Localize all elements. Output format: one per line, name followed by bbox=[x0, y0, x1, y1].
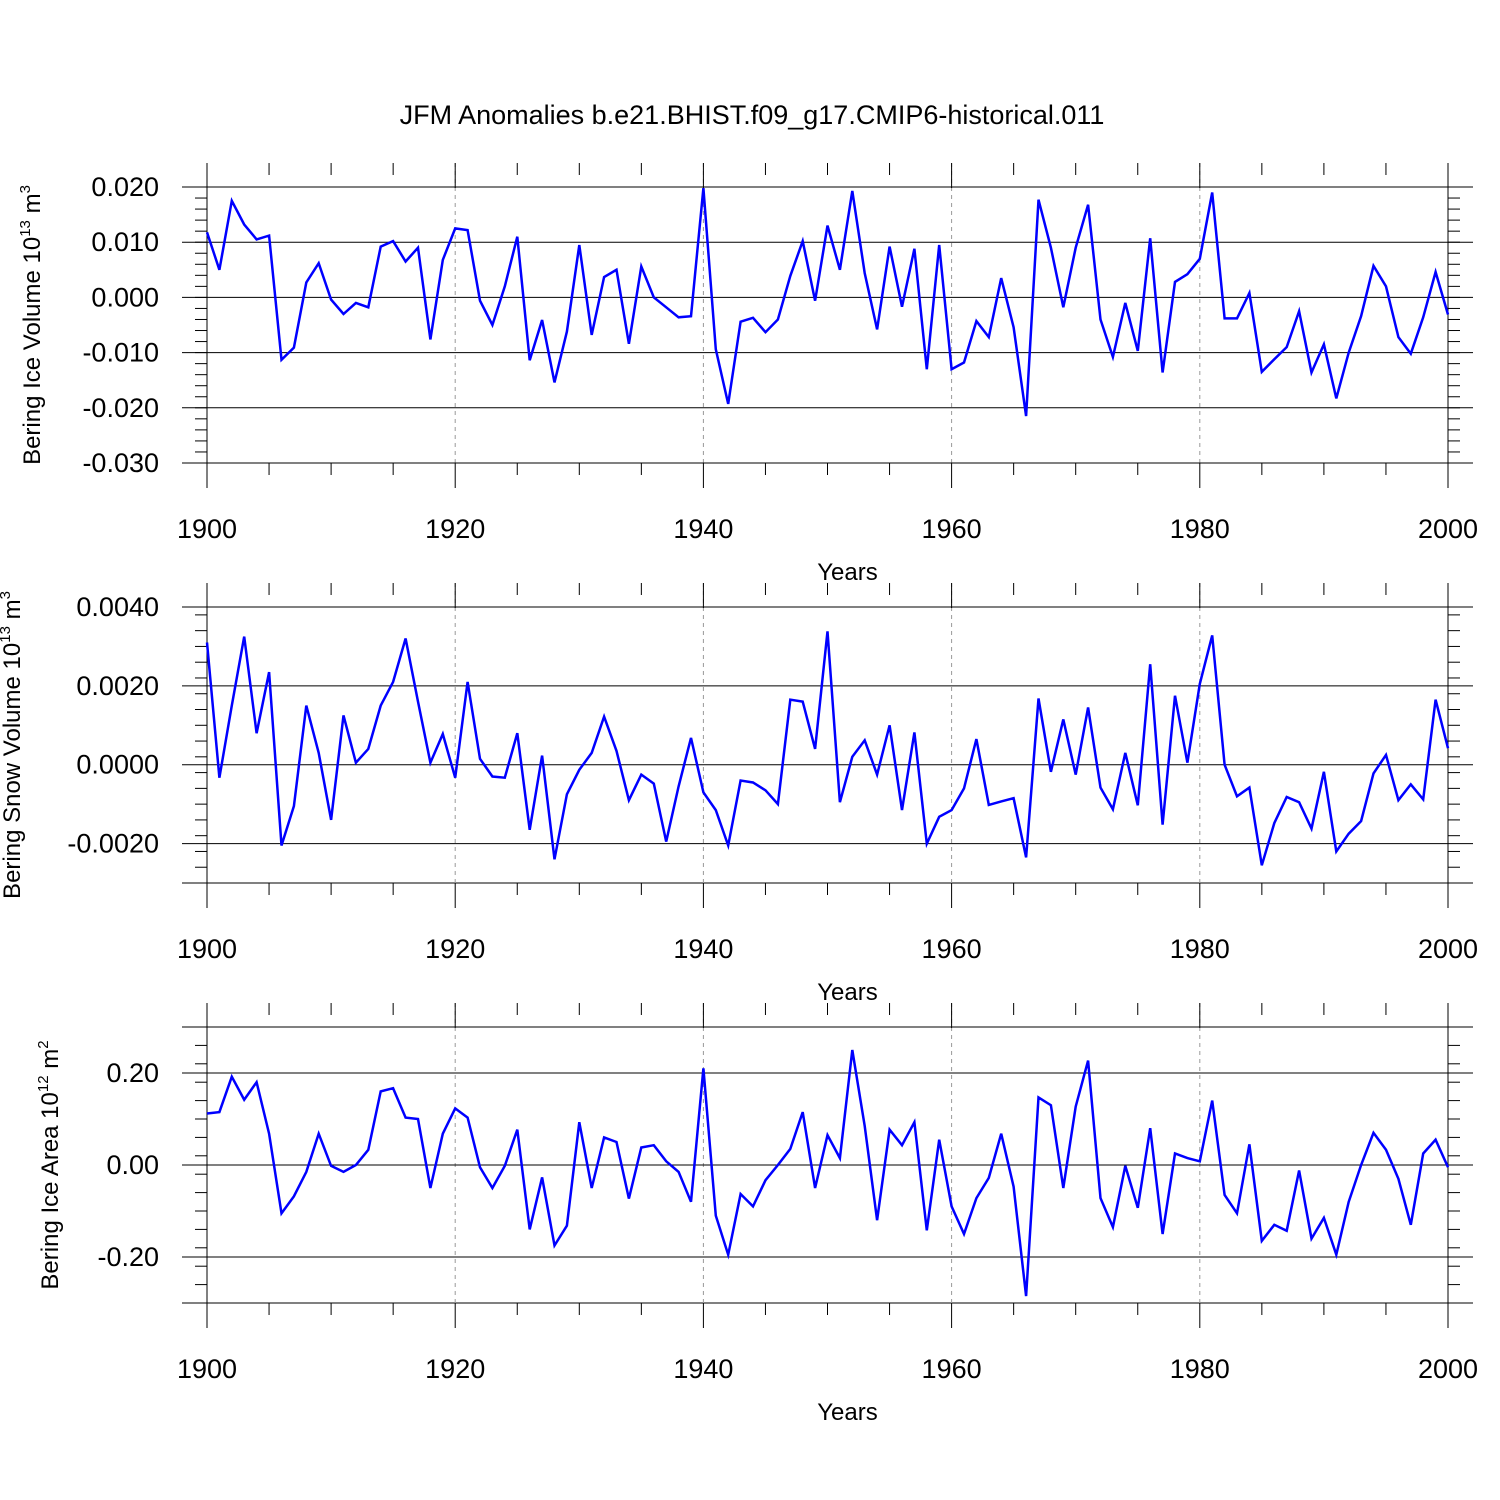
y-tick-label: 0.010 bbox=[91, 227, 159, 257]
x-tick-label: 1920 bbox=[425, 1354, 485, 1384]
panel-3: 1900 1920 1940 1960 1980 2000 0.20 0.00 -0.20 Yea… bbox=[35, 1003, 1478, 1426]
y-tick-label: 0.00 bbox=[106, 1150, 159, 1180]
x-tick-label: 1920 bbox=[425, 934, 485, 964]
x-axis-label: Years bbox=[817, 559, 878, 586]
y-tick-label: 0.20 bbox=[106, 1058, 159, 1088]
x-tick-label: 1940 bbox=[673, 1354, 733, 1384]
y-tick-label: -0.20 bbox=[97, 1242, 159, 1272]
x-tick-label: 1940 bbox=[673, 514, 733, 544]
x-axis-label: Years bbox=[817, 1399, 878, 1426]
y-axis-label: Bering Snow Volume 1013 m3 bbox=[0, 591, 26, 899]
x-tick-label: 1900 bbox=[177, 934, 237, 964]
x-tick-label: 1960 bbox=[922, 1354, 982, 1384]
y-tick-label: 0.0020 bbox=[76, 671, 159, 701]
y-tick-label: -0.0020 bbox=[67, 829, 159, 859]
figure-title: JFM Anomalies b.e21.BHIST.f09_g17.CMIP6-… bbox=[400, 100, 1105, 130]
x-tick-label: 1960 bbox=[922, 514, 982, 544]
y-tick-label: 0.0000 bbox=[76, 750, 159, 780]
y-tick-label: -0.030 bbox=[82, 448, 159, 478]
y-tick-label: 0.000 bbox=[91, 282, 159, 312]
series-line bbox=[205, 631, 1450, 866]
x-tick-label: 2000 bbox=[1418, 1354, 1478, 1384]
y-tick-label: -0.010 bbox=[82, 338, 159, 368]
y-tick-label: 0.0040 bbox=[76, 592, 159, 622]
x-tick-label: 1900 bbox=[177, 1354, 237, 1384]
x-tick-label: 1900 bbox=[177, 514, 237, 544]
series-line bbox=[205, 187, 1450, 417]
panel-2: 1900 1920 1940 1960 1980 2000 0.0040 0.0020 0.00… bbox=[0, 583, 1478, 1006]
x-tick-label: 2000 bbox=[1418, 934, 1478, 964]
y-axis-label: Bering Ice Volume 1013 m3 bbox=[17, 185, 46, 465]
x-tick-label: 1980 bbox=[1170, 934, 1230, 964]
panel-1: 1900 1920 1940 1960 1980 2000 0.020 0.010 0.000 -… bbox=[17, 163, 1478, 586]
y-tick-label: -0.020 bbox=[82, 393, 159, 423]
x-axis-label: Years bbox=[817, 979, 878, 1006]
x-tick-label: 1940 bbox=[673, 934, 733, 964]
x-tick-label: 1980 bbox=[1170, 514, 1230, 544]
x-tick-label: 1980 bbox=[1170, 1354, 1230, 1384]
y-tick-label: 0.020 bbox=[91, 172, 159, 202]
y-axis-label: Bering Ice Area 1012 m2 bbox=[35, 1040, 64, 1289]
x-tick-label: 1920 bbox=[425, 514, 485, 544]
x-tick-label: 1960 bbox=[922, 934, 982, 964]
x-tick-label: 2000 bbox=[1418, 514, 1478, 544]
series-line bbox=[206, 1049, 1450, 1297]
